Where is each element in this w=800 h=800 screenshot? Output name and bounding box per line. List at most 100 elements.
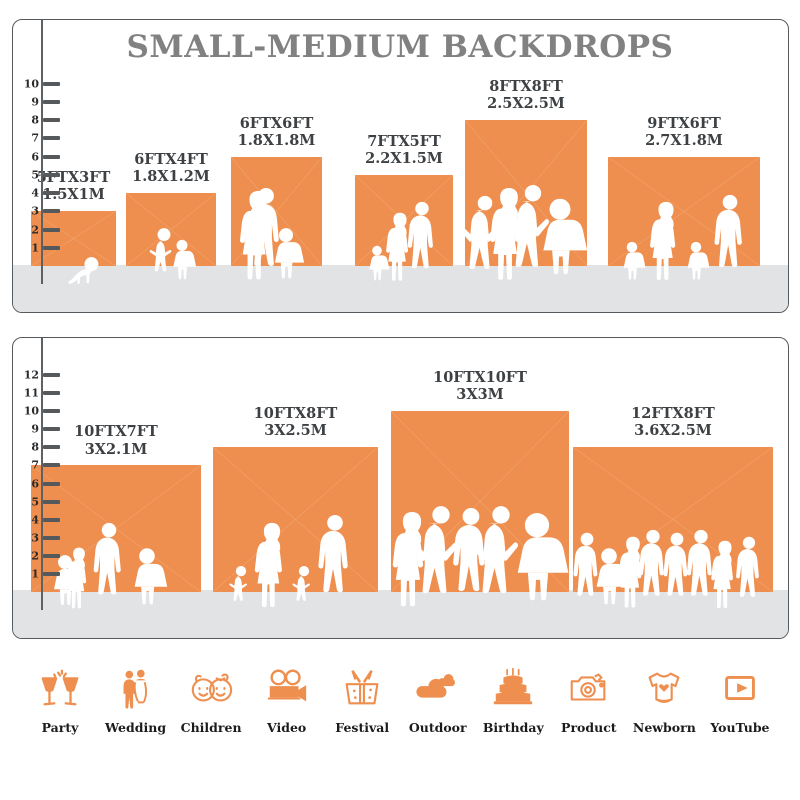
backdrop-size-feet: 10FTX7FT	[74, 423, 158, 441]
backdrop-size-label: 8FTX8FT 2.5X2.5M	[416, 78, 636, 112]
y-axis-tick-label: 8	[31, 440, 39, 454]
backdrop-bar[interactable]	[213, 447, 378, 607]
y-axis-tick-label: 7	[31, 458, 39, 472]
use-case-item-festival[interactable]: Festival	[326, 660, 398, 760]
use-case-label: Birthday	[482, 720, 544, 735]
backdrop-size-meters: 1.5X1M	[42, 186, 105, 204]
y-axis-spine-1	[41, 20, 43, 284]
y-axis-tick-mark	[43, 499, 60, 504]
backdrop-size-label: 10FTX10FT 3X3M	[370, 369, 590, 403]
y-axis-tick-mark	[43, 245, 60, 250]
backdrop-bar[interactable]	[608, 156, 760, 281]
use-case-item-wedding[interactable]: Wedding	[100, 660, 172, 760]
y-axis-tick-mark	[43, 535, 60, 540]
y-axis-tick-mark	[43, 481, 60, 486]
use-case-label: Children	[180, 720, 242, 735]
use-case-label: Party	[41, 720, 79, 735]
y-axis-tick-label: 10	[23, 404, 39, 418]
y-axis-tick-mark	[43, 118, 60, 123]
y-axis-tick-mark	[43, 227, 60, 232]
y-axis-tick-mark	[43, 445, 60, 450]
backdrop-size-meters: 3X2.1M	[84, 440, 148, 458]
photo-camera-icon	[561, 660, 617, 716]
y-axis-tick-label: 1	[31, 241, 39, 255]
y-axis-tick-label: 7	[31, 131, 39, 145]
backdrop-size-label: 10FTX7FT 3X2.1M	[13, 423, 226, 458]
y-axis-tick-mark	[43, 571, 60, 576]
use-case-item-outdoor[interactable]: Outdoor	[402, 660, 474, 760]
y-axis-tick-mark	[43, 391, 60, 396]
backdrop-size-meters: 3X2.5M	[264, 422, 327, 440]
use-case-label: Festival	[335, 720, 390, 735]
backdrop-size-label: 7FTX5FT 2.2X1.5M	[294, 133, 514, 167]
backdrop-size-label: 12FTX8FT 3.6X2.5M	[563, 405, 783, 439]
y-axis-tick-mark	[43, 81, 60, 86]
y-axis-tick-mark	[43, 409, 60, 414]
backdrop-size-meters: 1.8X1.2M	[132, 168, 210, 186]
backdrop-size-label: 6FTX6FT 1.8X1.8M	[167, 115, 387, 149]
y-axis-tick-label: 8	[31, 113, 39, 127]
use-case-item-birthday[interactable]: Birthday	[477, 660, 549, 760]
baby-onesie-icon	[636, 660, 692, 716]
backdrop-size-meters: 3X3M	[456, 386, 504, 404]
backdrop-size-feet: 10FTX10FT	[433, 369, 527, 387]
backdrop-size-feet: 9FTX6FT	[647, 114, 721, 132]
y-axis-tick-label: 9	[31, 95, 39, 109]
y-axis-tick-label: 5	[31, 168, 39, 182]
y-axis-spine-2	[41, 338, 43, 610]
page-title: SMALL-MEDIUM BACKDROPS	[126, 29, 674, 65]
y-axis-tick-label: 11	[23, 386, 39, 400]
y-axis-tick-mark	[43, 209, 60, 214]
backdrop-size-feet: 10FTX8FT	[253, 405, 338, 423]
y-axis-tick-mark	[43, 463, 60, 468]
backdrop-chart-panel-small-medium: 5FTX3FT 1.5X1M 6FTX4FT 1.8X1.2M	[12, 19, 789, 313]
backdrop-size-label: 6FTX4FT 1.8X1.2M	[61, 151, 281, 185]
backdrop-size-feet: 8FTX8FT	[489, 78, 563, 96]
clouds-icon	[410, 660, 466, 716]
gift-box-icon	[334, 660, 390, 716]
backdrop-size-feet: 6FTX6FT	[239, 114, 314, 132]
use-case-icon-strip: Party Wedding Children Video Festival Ou…	[0, 660, 800, 760]
use-case-label: Product	[561, 720, 617, 735]
y-axis-tick-label: 3	[31, 204, 39, 218]
birthday-cake-icon	[485, 660, 541, 716]
chart-plot-area-1: 5FTX3FT 1.5X1M 6FTX4FT 1.8X1.2M	[13, 20, 788, 312]
backdrop-size-feet: 7FTX5FT	[367, 132, 441, 150]
backdrop-chart-panel-large: 10FTX7FT 3X2.1M 10FTX8FT 3X2.5M	[12, 337, 789, 639]
two-kid-faces-icon	[183, 660, 239, 716]
use-case-label: Wedding	[105, 720, 167, 735]
y-axis-tick-label: 6	[31, 477, 39, 491]
y-axis-tick-label: 2	[31, 223, 39, 237]
backdrop-bar[interactable]	[126, 193, 216, 280]
movie-camera-icon	[259, 660, 315, 716]
y-axis-2: 1 2 3 4 5 6 7 8 9 10 11 12	[13, 338, 788, 638]
y-axis-tick-mark	[43, 427, 60, 432]
use-case-item-youtube[interactable]: YouTube	[704, 660, 776, 760]
use-case-item-children[interactable]: Children	[175, 660, 247, 760]
y-axis-tick-mark	[43, 136, 60, 141]
backdrop-size-meters: 3.6X2.5M	[634, 422, 712, 440]
y-axis-tick-label: 10	[23, 77, 39, 91]
use-case-label: YouTube	[710, 720, 770, 735]
use-case-item-product[interactable]: Product	[553, 660, 625, 760]
y-axis-tick-label: 9	[31, 422, 39, 436]
backdrop-bar[interactable]	[355, 174, 453, 281]
use-case-item-video[interactable]: Video	[251, 660, 323, 760]
y-axis-tick-mark	[43, 553, 60, 558]
y-axis-tick-mark	[43, 99, 60, 104]
use-case-item-newborn[interactable]: Newborn	[628, 660, 700, 760]
y-axis-tick-label: 2	[31, 549, 39, 563]
y-axis-tick-mark	[43, 172, 60, 177]
use-case-label: Video	[267, 720, 307, 735]
y-axis-tick-mark	[43, 517, 60, 522]
backdrop-size-feet: 6FTX4FT	[134, 151, 208, 169]
play-button-icon	[712, 660, 768, 716]
backdrop-size-label: 9FTX6FT 2.7X1.8M	[574, 114, 788, 149]
backdrop-size-feet: 12FTX8FT	[631, 405, 715, 423]
y-axis-tick-label: 4	[31, 186, 39, 200]
use-case-item-party[interactable]: Party	[24, 660, 96, 760]
backdrop-size-label: 10FTX8FT 3X2.5M	[186, 405, 406, 439]
y-axis-tick-mark	[43, 373, 60, 378]
y-axis-tick-label: 6	[31, 150, 39, 164]
